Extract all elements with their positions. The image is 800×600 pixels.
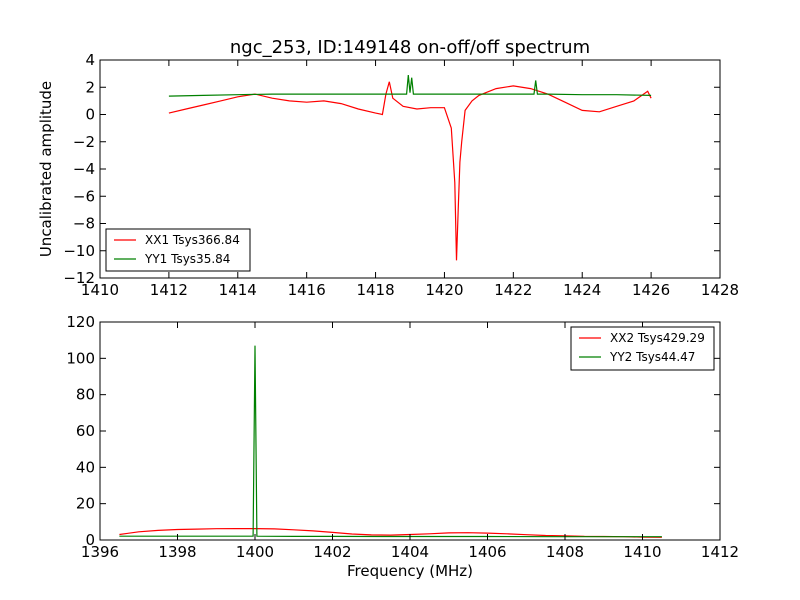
x-tick-label: 1406 bbox=[468, 543, 506, 561]
legend: XX1 Tsys366.84 YY1 Tsys35.84 bbox=[105, 228, 251, 272]
x-tick-label: 1400 bbox=[236, 543, 274, 561]
y-tick-label: 4 bbox=[85, 51, 95, 69]
legend-label-1: XX1 Tsys366.84 bbox=[145, 233, 240, 247]
y-tick-label: −4 bbox=[73, 160, 95, 178]
legend-label-2: YY1 Tsys35.84 bbox=[144, 252, 230, 266]
bottom-plot: 1396 1398 1400 1402 1404 1406 1408 1410 1412 120 1… bbox=[66, 313, 739, 580]
chart-title: ngc_253, ID:149148 on-off/off spectrum bbox=[230, 37, 590, 58]
x-axis-label: Frequency (MHz) bbox=[347, 562, 473, 580]
x-tick-label: 1420 bbox=[425, 281, 463, 299]
x-tick-label: 1412 bbox=[150, 281, 188, 299]
top-plot: 1410 1412 1414 1416 1418 1420 1422 1424 1426 1428… bbox=[37, 51, 739, 299]
x-tick-label: 1396 bbox=[81, 543, 119, 561]
legend-box bbox=[570, 326, 715, 371]
y-tick-label: 80 bbox=[76, 386, 95, 404]
y-tick-label: 0 bbox=[85, 531, 95, 549]
y-tick-label: 20 bbox=[76, 495, 95, 513]
y-tick-label: 0 bbox=[85, 106, 95, 124]
legend-label-1: XX2 Tsys429.29 bbox=[610, 331, 705, 345]
x-tick-label: 1408 bbox=[546, 543, 584, 561]
x-tick-label: 1428 bbox=[701, 281, 739, 299]
legend-box bbox=[105, 228, 251, 272]
x-tick-label: 1410 bbox=[623, 543, 661, 561]
y-tick-label: 60 bbox=[76, 422, 95, 440]
x-tick-label: 1410 bbox=[81, 281, 119, 299]
y-tick-label: −10 bbox=[63, 242, 95, 260]
y-tick-label: −2 bbox=[73, 133, 95, 151]
legend: XX2 Tsys429.29 YY2 Tsys44.47 bbox=[570, 326, 715, 371]
x-tick-label: 1426 bbox=[632, 281, 670, 299]
series-line-2 bbox=[168, 74, 652, 97]
x-tick-label: 1414 bbox=[219, 281, 257, 299]
series-line-2 bbox=[119, 345, 662, 538]
y-tick-label: 100 bbox=[66, 349, 95, 367]
x-tick-label: 1424 bbox=[563, 281, 601, 299]
x-tick-label: 1416 bbox=[288, 281, 326, 299]
x-tick-label: 1402 bbox=[313, 543, 351, 561]
y-tick-label: −12 bbox=[63, 269, 95, 287]
y-tick-label: 2 bbox=[85, 78, 95, 96]
series-line-1 bbox=[168, 81, 652, 261]
y-tick-label: 120 bbox=[66, 313, 95, 331]
legend-label-2: YY2 Tsys44.47 bbox=[609, 350, 695, 364]
x-tick-label: 1422 bbox=[494, 281, 532, 299]
x-tick-label: 1398 bbox=[158, 543, 196, 561]
y-tick-label: −8 bbox=[73, 215, 95, 233]
x-tick-label: 1418 bbox=[356, 281, 394, 299]
x-tick-label: 1404 bbox=[391, 543, 429, 561]
y-tick-label: −6 bbox=[73, 187, 95, 205]
series-line-1 bbox=[119, 527, 662, 538]
y-axis-label: Uncalibrated amplitude bbox=[37, 81, 55, 257]
y-tick-label: 40 bbox=[76, 458, 95, 476]
x-tick-label: 1412 bbox=[701, 543, 739, 561]
